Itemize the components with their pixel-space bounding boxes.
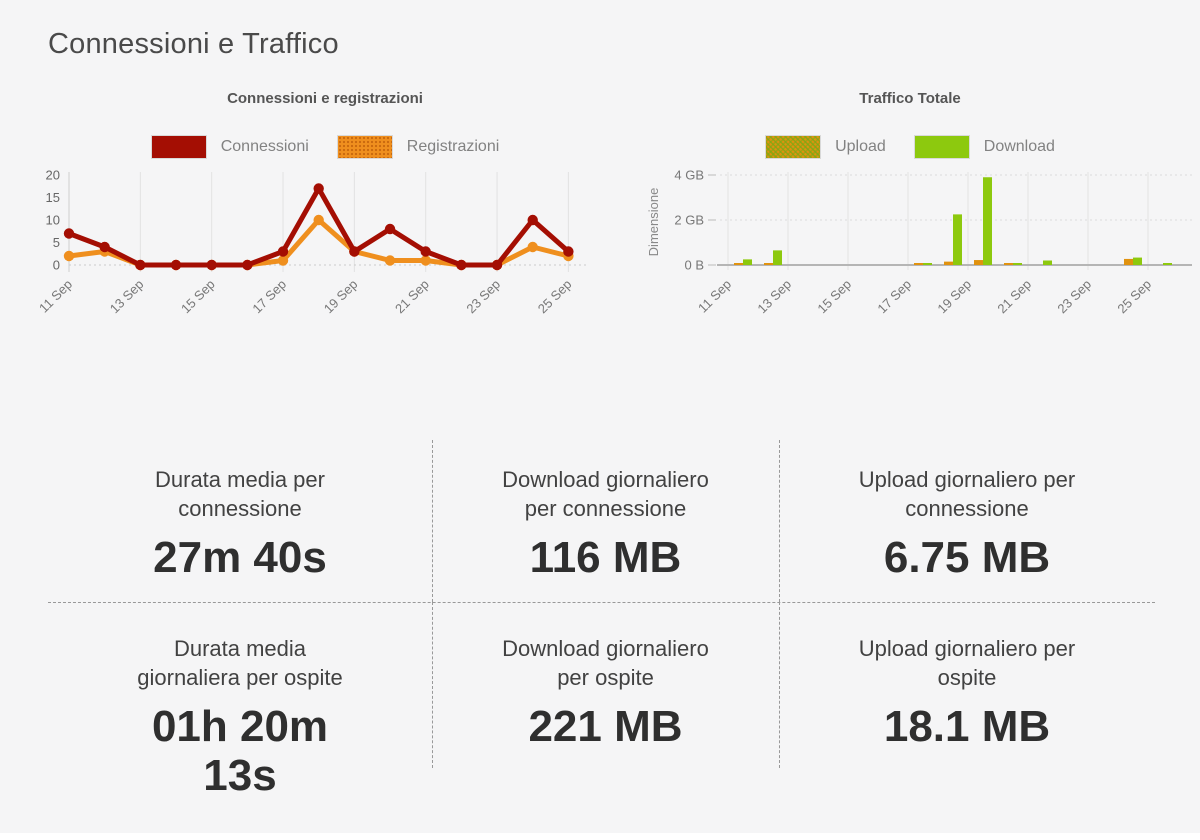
connessioni-legend-label: Connessioni <box>220 138 309 155</box>
svg-text:Dimensione: Dimensione <box>646 188 661 257</box>
stat-label: Durata media per connessione <box>155 467 325 522</box>
svg-text:23 Sep: 23 Sep <box>463 277 503 317</box>
svg-text:25 Sep: 25 Sep <box>1114 277 1154 317</box>
upload-legend-label: Upload <box>835 138 886 155</box>
svg-text:21 Sep: 21 Sep <box>392 277 432 317</box>
stat-daily-upload-per-guest: Upload giornaliero per ospite 18.1 MB <box>779 602 1155 812</box>
connessioni-legend-swatch <box>150 135 207 159</box>
stat-value: 6.75 MB <box>883 533 1051 583</box>
svg-text:13 Sep: 13 Sep <box>754 277 794 317</box>
svg-text:4 GB: 4 GB <box>674 168 704 183</box>
footer-strip <box>0 833 1200 840</box>
svg-text:20: 20 <box>46 168 60 183</box>
svg-text:10: 10 <box>46 213 60 228</box>
stat-label: Download giornaliero per ospite <box>502 636 709 691</box>
svg-text:19 Sep: 19 Sep <box>321 277 361 317</box>
svg-text:11 Sep: 11 Sep <box>695 277 734 316</box>
stat-daily-upload-per-connection: Upload giornaliero per connessione 6.75 … <box>779 437 1155 602</box>
svg-text:17 Sep: 17 Sep <box>874 277 914 317</box>
traffic-bar-chart: 0 B 2 GB 4 GB Dimensione 11 Sep 13 Sep 15 Sep 1… <box>646 168 1192 317</box>
registrazioni-legend-swatch <box>336 135 393 159</box>
svg-text:2 GB: 2 GB <box>674 213 704 228</box>
connections-chart-legend: Connessioni Registrazioni <box>40 135 610 159</box>
svg-text:15 Sep: 15 Sep <box>178 277 218 317</box>
svg-text:15 Sep: 15 Sep <box>814 277 854 317</box>
svg-text:0 B: 0 B <box>684 258 704 273</box>
connections-line-chart: 0 5 10 15 20 11 Sep 13 Sep 15 Sep 17 Sep 19 Sep 21… <box>36 168 586 317</box>
stat-avg-duration-per-connection: Durata media per connessione 27m 40s <box>48 437 432 602</box>
upload-legend-swatch <box>765 135 822 159</box>
stat-label: Durata media giornaliera per ospite <box>137 636 343 691</box>
stats-divider-vertical <box>779 440 780 602</box>
stats-divider-vertical <box>432 602 433 768</box>
svg-text:19 Sep: 19 Sep <box>934 277 974 317</box>
stat-label: Upload giornaliero per ospite <box>858 636 1076 691</box>
traffic-chart-legend: Upload Download <box>620 135 1200 159</box>
stat-value: 116 MB <box>529 533 682 583</box>
download-legend-swatch <box>913 135 970 159</box>
stats-divider-vertical <box>432 440 433 602</box>
svg-text:5: 5 <box>53 235 60 250</box>
stat-value: 221 MB <box>528 702 683 752</box>
stat-value: 27m 40s <box>153 533 327 583</box>
svg-text:17 Sep: 17 Sep <box>249 277 289 317</box>
svg-text:0: 0 <box>53 258 60 273</box>
stat-value: 18.1 MB <box>883 702 1051 752</box>
stat-daily-download-per-guest: Download giornaliero per ospite 221 MB <box>432 602 779 812</box>
svg-text:21 Sep: 21 Sep <box>994 277 1034 317</box>
stat-daily-download-per-connection: Download giornaliero per connessione 116… <box>432 437 779 602</box>
registrazioni-legend-label: Registrazioni <box>406 138 500 155</box>
stat-label: Upload giornaliero per connessione <box>858 467 1076 522</box>
svg-text:11 Sep: 11 Sep <box>36 277 75 316</box>
stat-avg-daily-duration-per-guest: Durata media giornaliera per ospite 01h … <box>48 602 432 812</box>
connections-chart-title: Connessioni e registrazioni <box>227 90 423 107</box>
download-legend-label: Download <box>983 138 1055 155</box>
stat-value: 01h 20m 13s <box>151 702 329 801</box>
stats-divider-horizontal <box>48 602 1155 603</box>
svg-text:15: 15 <box>46 190 60 205</box>
traffic-chart-title: Traffico Totale <box>859 90 961 107</box>
page-title: Connessioni e Traffico <box>48 28 339 60</box>
stat-label: Download giornaliero per connessione <box>502 467 709 522</box>
stats-divider-vertical <box>779 602 780 768</box>
svg-text:13 Sep: 13 Sep <box>107 277 147 317</box>
svg-text:25 Sep: 25 Sep <box>535 277 575 317</box>
svg-text:23 Sep: 23 Sep <box>1054 277 1094 317</box>
